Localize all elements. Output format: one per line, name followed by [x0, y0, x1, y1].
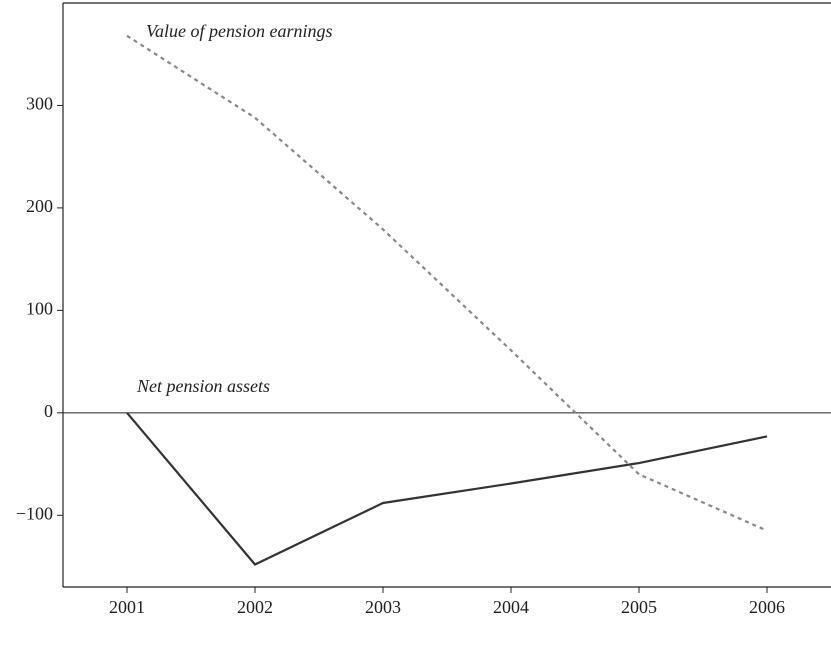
y-tick-label: 100: [26, 298, 53, 318]
series-label: Net pension assets: [136, 376, 270, 396]
series-line: [126, 34, 768, 532]
y-tick-label: 0: [44, 401, 53, 421]
y-tick-label: 200: [26, 196, 53, 216]
x-tick-label: 2001: [109, 597, 145, 617]
y-tick-label: 300: [26, 94, 53, 114]
x-tick-label: 2004: [493, 597, 529, 617]
series-label: Value of pension earnings: [146, 21, 333, 41]
series-line: [126, 412, 768, 566]
x-tick-label: 2005: [621, 597, 657, 617]
x-tick-label: 2002: [237, 597, 273, 617]
x-tick-label: 2006: [749, 597, 785, 617]
x-tick-label: 2003: [365, 597, 401, 617]
y-tick-label: −100: [16, 503, 53, 523]
